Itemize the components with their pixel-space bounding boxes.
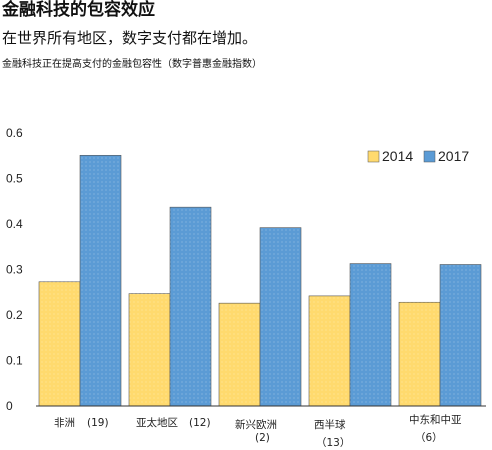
bar-texture (170, 207, 211, 406)
y-tick-label: 0.6 (6, 126, 23, 140)
x-tick-label: 新兴欧洲 (235, 418, 277, 431)
chart-subtitle: 在世界所有地区，数字支付都在增加。 (2, 29, 258, 47)
y-tick-label: 0.5 (6, 172, 23, 186)
y-tick-label: 0 (6, 399, 13, 413)
y-tick-label: 0.4 (6, 217, 23, 231)
x-tick-count: （13） (316, 437, 350, 449)
bar-texture (440, 264, 481, 406)
chart-title: 金融科技的包容效应 (2, 0, 155, 20)
y-tick-label: 0.3 (6, 263, 23, 277)
x-tick-label: 亚太地区 (136, 416, 178, 429)
x-tick-count: (12) (189, 417, 211, 429)
y-tick-label: 0.2 (6, 308, 23, 322)
y-tick-label: 0.1 (6, 354, 23, 368)
x-tick-count: （6） (415, 432, 443, 444)
x-tick-count: (2) (255, 432, 270, 444)
bar-texture (39, 281, 80, 406)
bar-texture (129, 293, 170, 406)
bar-texture (219, 303, 260, 406)
chart-caption: 金融科技正在提高支付的金融包容性（数字普惠金融指数） (2, 59, 262, 70)
legend-label-2014: 2014 (382, 148, 413, 164)
x-tick-label: 西半球 (314, 418, 346, 431)
bar-texture (80, 155, 121, 406)
bar-texture (399, 302, 440, 406)
x-tick-count: (19) (87, 417, 109, 429)
legend-label-2017: 2017 (438, 148, 469, 164)
legend-swatch-2017 (423, 150, 436, 163)
x-tick-label: 非洲 (54, 417, 75, 429)
bar-texture (309, 295, 350, 406)
bar-texture (350, 263, 391, 406)
x-tick-label: 中东和中亚 (409, 413, 462, 426)
bar-texture (260, 227, 301, 406)
legend-swatch-2014 (367, 150, 380, 163)
